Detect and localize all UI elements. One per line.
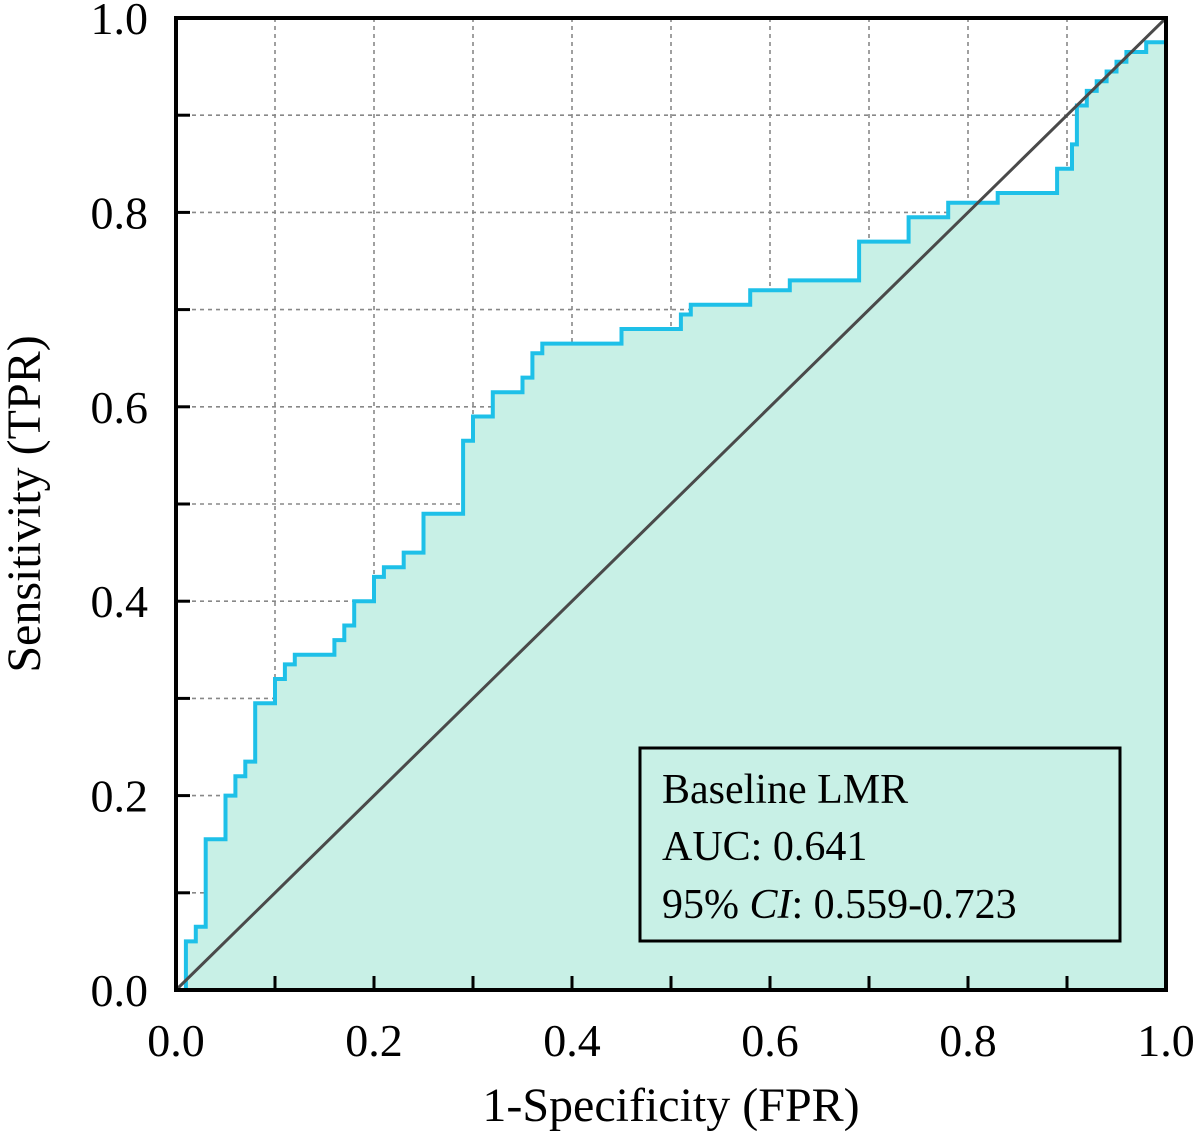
legend-series-name: Baseline LMR	[662, 767, 908, 813]
x-tick-label: 0.2	[345, 1015, 403, 1066]
legend-ci-italic: CI	[750, 882, 794, 928]
y-tick-label: 0.6	[91, 382, 149, 433]
legend-ci: 95% CI: 0.559-0.723	[662, 882, 1017, 928]
legend-box: Baseline LMR AUC: 0.641 95% CI: 0.559-0.…	[638, 746, 1122, 943]
axis-ticks: 0.0 0.2 0.4 0.6 0.8 1.0 0.0 0.2 0.4 0.6 0.8 1.0	[91, 0, 1195, 1066]
x-tick-label: 0.4	[543, 1015, 601, 1066]
x-axis-title: 1-Specificity (FPR)	[482, 1079, 859, 1132]
y-tick-label: 1.0	[91, 0, 149, 44]
x-tick-label: 0.8	[939, 1015, 997, 1066]
y-tick-label: 0.8	[91, 187, 149, 238]
legend-ci-suffix: : 0.559-0.723	[792, 882, 1017, 928]
legend-frame	[638, 746, 1122, 943]
y-axis-title: Sensitivity (TPR)	[0, 335, 51, 672]
y-tick-label: 0.0	[91, 965, 149, 1016]
y-tick-label: 0.4	[91, 576, 149, 627]
x-tick-label: 0.6	[741, 1015, 799, 1066]
x-tick-label: 1.0	[1137, 1015, 1195, 1066]
x-tick-label: 0.0	[147, 1015, 205, 1066]
reference-diagonal	[174, 16, 1168, 992]
legend-auc: AUC: 0.641	[662, 824, 867, 870]
legend-ci-prefix: 95%	[662, 882, 750, 928]
y-tick-label: 0.2	[91, 771, 149, 822]
